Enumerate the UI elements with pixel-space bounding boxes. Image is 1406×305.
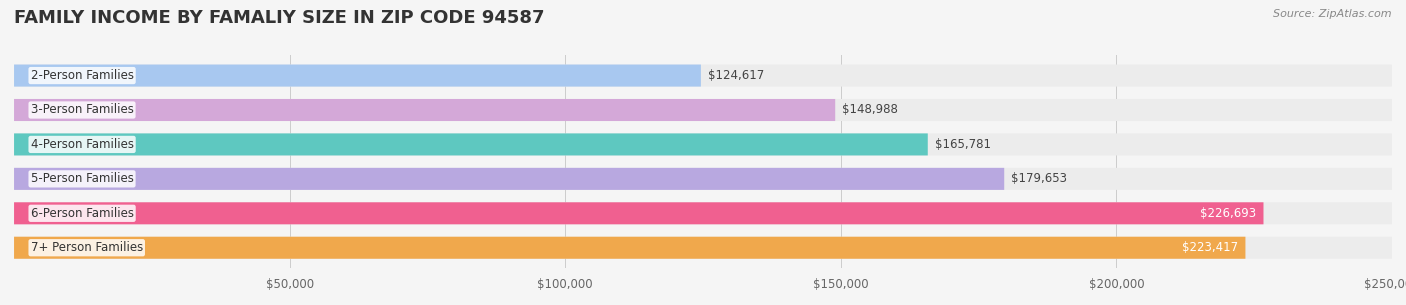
Text: 4-Person Families: 4-Person Families	[31, 138, 134, 151]
Text: 3-Person Families: 3-Person Families	[31, 103, 134, 117]
FancyBboxPatch shape	[14, 65, 700, 87]
FancyBboxPatch shape	[14, 99, 1392, 121]
FancyBboxPatch shape	[14, 202, 1264, 224]
FancyBboxPatch shape	[14, 168, 1392, 190]
FancyBboxPatch shape	[14, 65, 1392, 87]
Text: FAMILY INCOME BY FAMALIY SIZE IN ZIP CODE 94587: FAMILY INCOME BY FAMALIY SIZE IN ZIP COD…	[14, 9, 544, 27]
Text: $179,653: $179,653	[1011, 172, 1067, 185]
Text: 7+ Person Families: 7+ Person Families	[31, 241, 143, 254]
Text: $148,988: $148,988	[842, 103, 898, 117]
Text: $223,417: $223,417	[1182, 241, 1239, 254]
FancyBboxPatch shape	[14, 133, 928, 156]
FancyBboxPatch shape	[14, 237, 1246, 259]
FancyBboxPatch shape	[14, 237, 1392, 259]
FancyBboxPatch shape	[14, 99, 835, 121]
Text: 5-Person Families: 5-Person Families	[31, 172, 134, 185]
FancyBboxPatch shape	[14, 133, 1392, 156]
FancyBboxPatch shape	[14, 168, 1004, 190]
FancyBboxPatch shape	[14, 202, 1392, 224]
Text: $165,781: $165,781	[935, 138, 991, 151]
Text: 2-Person Families: 2-Person Families	[31, 69, 134, 82]
Text: $226,693: $226,693	[1201, 207, 1257, 220]
Text: Source: ZipAtlas.com: Source: ZipAtlas.com	[1274, 9, 1392, 19]
Text: 6-Person Families: 6-Person Families	[31, 207, 134, 220]
Text: $124,617: $124,617	[707, 69, 763, 82]
